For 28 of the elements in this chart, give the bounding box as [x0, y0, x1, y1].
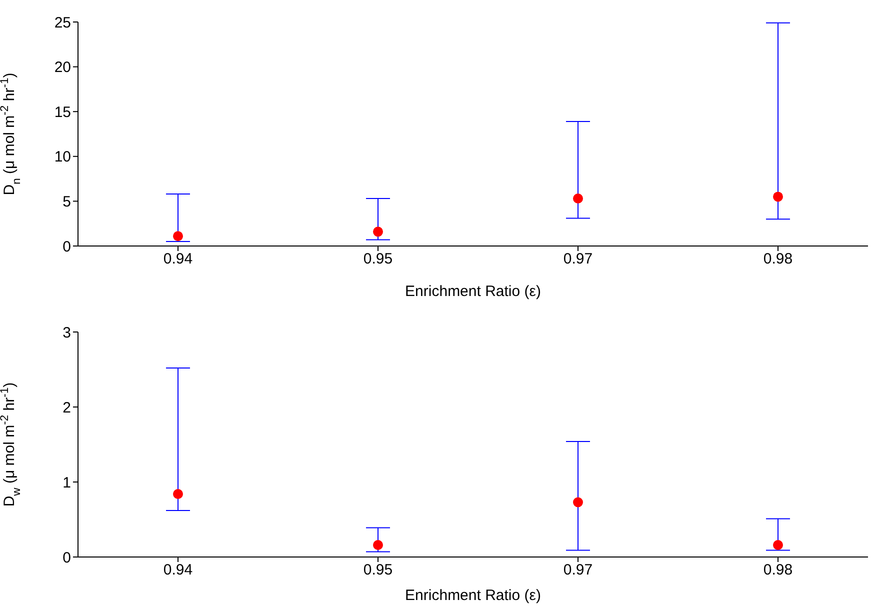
- point: [773, 192, 783, 202]
- y-tick-label: 25: [54, 14, 71, 32]
- y-tick-label: 0: [62, 549, 71, 566]
- y-tick-label: 10: [54, 148, 71, 166]
- x-tick-label: 0.98: [763, 250, 793, 268]
- x-tick-label: 0.95: [363, 562, 393, 579]
- y-tick-label: 2: [62, 399, 71, 416]
- point: [373, 540, 383, 550]
- point: [173, 489, 183, 499]
- point: [573, 194, 583, 204]
- point: [773, 540, 783, 550]
- point: [173, 231, 183, 242]
- point: [373, 226, 383, 237]
- y-tick-label: 15: [54, 104, 71, 121]
- y-tick-label: 1: [62, 474, 71, 492]
- y-tick-label: 0: [62, 238, 71, 256]
- x-axis-title: Enrichment Ratio (ε): [405, 587, 541, 604]
- point: [573, 497, 583, 508]
- x-tick-label: 0.98: [763, 562, 793, 579]
- x-tick-label: 0.97: [563, 562, 593, 579]
- y-tick-label: 5: [62, 194, 71, 211]
- x-axis-title: Enrichment Ratio (ε): [405, 283, 541, 300]
- x-tick-label: 0.97: [563, 250, 593, 268]
- y-tick-label: 3: [62, 324, 71, 342]
- x-tick-label: 0.95: [363, 250, 393, 268]
- x-tick-label: 0.94: [163, 562, 193, 579]
- y-tick-label: 20: [54, 59, 71, 76]
- x-tick-label: 0.94: [163, 250, 193, 268]
